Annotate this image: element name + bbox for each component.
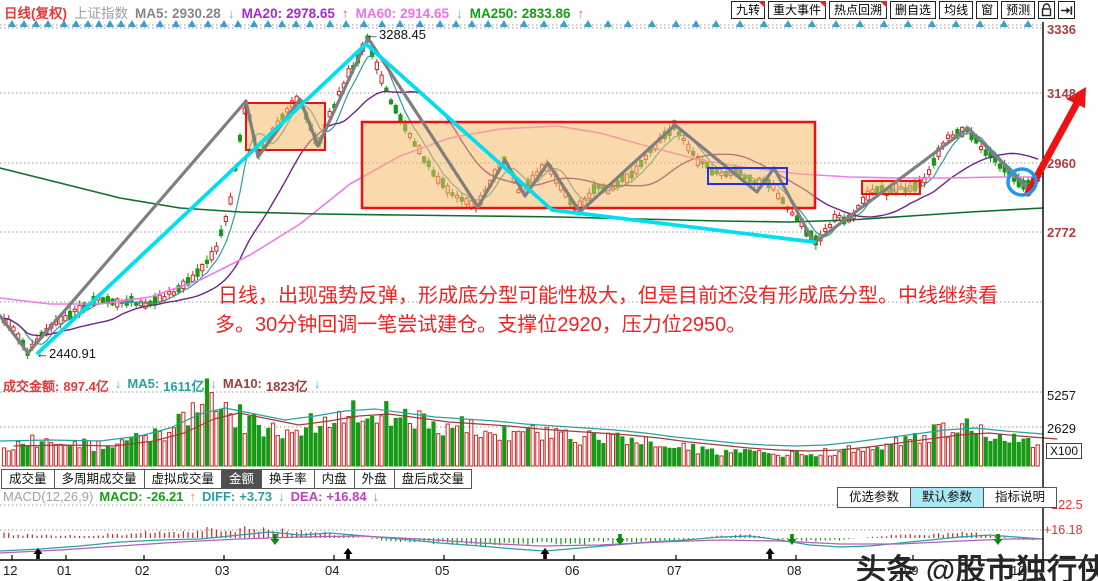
turnover-value: 成交金额: 897.4亿: [3, 379, 109, 394]
down-arrow-icon: ↓: [278, 489, 285, 504]
volume-axis-label: 5257: [1047, 388, 1076, 403]
x-axis-month-label: 03: [215, 563, 230, 578]
down-arrow-icon: ↓: [372, 489, 380, 504]
x-axis-month-label: 10: [1011, 563, 1026, 578]
x-axis-month-label: 08: [787, 563, 802, 578]
price-axis-label: 3148: [1047, 86, 1076, 101]
tab-inner-volume[interactable]: 内盘: [313, 469, 355, 489]
x-axis-month-label: 02: [135, 563, 150, 578]
tab-volume[interactable]: 成交量: [1, 469, 55, 489]
index-name: 上证指数: [74, 6, 128, 21]
default-params-button[interactable]: 默认参数: [910, 487, 985, 508]
tab-multi-period-volume[interactable]: 多周期成交量: [53, 469, 145, 489]
up-arrow-icon: ↑: [189, 489, 197, 504]
optimal-params-button[interactable]: 优选参数: [837, 487, 912, 508]
down-arrow-icon: ↓: [114, 376, 122, 391]
period-label: 日线(复权): [4, 6, 67, 21]
indicator-tabs: 成交量 多周期成交量 虚拟成交量 金额 换手率 内盘 外盘 盘后成交量: [1, 469, 473, 489]
ma250-value: MA250: 2833.86: [469, 6, 571, 21]
x-axis-month-label: 04: [325, 563, 340, 578]
indicator-help-button[interactable]: 指标说明: [983, 487, 1058, 508]
tab-amount[interactable]: 金额: [221, 469, 263, 489]
macd-params: MACD(12,26,9): [3, 489, 94, 504]
major-events-button[interactable]: 重大事件: [768, 1, 827, 19]
analysis-note-line1: 日线，出现强势反弹，形成底分型可能性极大，但是目前还没有形成底分型。中线继续看: [218, 285, 998, 307]
ma20-value: MA20: 2978.65: [241, 6, 335, 21]
macd-param-buttons: 优选参数 默认参数 指标说明: [837, 487, 1058, 508]
peak-price-label: ←3288.45: [366, 27, 426, 42]
price-axis-label: 2960: [1047, 156, 1076, 171]
ma60-value: MA60: 2914.65: [355, 6, 449, 21]
window-button[interactable]: 窗: [976, 1, 999, 19]
price-axis-label: 2772: [1047, 225, 1076, 240]
tab-outer-volume[interactable]: 外盘: [353, 469, 395, 489]
up-arrow-icon: ↑: [577, 6, 585, 21]
x-axis-month-label: 05: [435, 563, 450, 578]
volume-axis-label: 2629: [1047, 421, 1076, 436]
hotspot-review-button[interactable]: 热点回溯: [829, 1, 888, 19]
x-axis-month-label: 01: [57, 563, 72, 578]
analysis-note-line2: 多。30分钟回调一笔尝试建仓。支撑位2920，压力位2950。: [215, 314, 747, 336]
turnover-ma5: MA5: 1611亿: [127, 376, 205, 394]
trough-price-label: ←2440.91: [36, 346, 96, 361]
forecast-button[interactable]: 预测: [1001, 1, 1036, 19]
unlock-icon[interactable]: [1038, 1, 1056, 19]
watermark: 头条 @股市独行侠: [856, 554, 1098, 581]
tab-turnover-rate[interactable]: 换手率: [261, 469, 315, 489]
tab-virtual-volume[interactable]: 虚拟成交量: [143, 469, 223, 489]
macd-value: MACD: -26.21: [99, 489, 184, 504]
down-arrow-icon: ↓: [313, 376, 321, 391]
remove-watchlist-button[interactable]: 删自选: [890, 1, 937, 19]
diff-value: DIFF: +3.73: [202, 489, 273, 504]
dea-value: DEA: +16.84: [290, 489, 367, 504]
macd-axis-label: +16.18: [1044, 523, 1083, 537]
chart-header: 日线(复权) 上证指数 MA5: 2930.28 ↓ MA20: 2978.65 ↑ M…: [4, 2, 584, 22]
x-axis-month-label: 09: [904, 563, 919, 578]
collapse-panel-icon[interactable]: [1058, 1, 1076, 19]
up-arrow-icon: ↑: [341, 6, 349, 21]
turnover-ma10: MA10: 1823亿: [222, 376, 308, 394]
down-arrow-icon: ↓: [227, 6, 235, 21]
toolbar: 九转 重大事件 热点回溯 删自选 均线 窗 预测: [731, 1, 1076, 19]
tab-after-hours-volume[interactable]: 盘后成交量: [393, 469, 473, 489]
macd-header: MACD(12,26,9) MACD: -26.21 ↑ DIFF: +3.73 ↓ D…: [3, 489, 379, 504]
price-axis-label: 3336: [1047, 22, 1076, 37]
down-arrow-icon: ↓: [210, 376, 217, 391]
volume-header: 成交金额: 897.4亿 ↓ MA5: 1611亿 ↓ MA10: 1823亿 ↓: [3, 376, 320, 395]
down-arrow-icon: ↓: [455, 6, 463, 21]
x-axis-month-label: 07: [667, 563, 682, 578]
volume-unit-label: X100: [1046, 443, 1083, 459]
x-axis-month-label: 12: [3, 563, 18, 578]
nine-turn-button[interactable]: 九转: [731, 1, 766, 19]
ma5-value: MA5: 2930.28: [135, 6, 221, 21]
ma-settings-button[interactable]: 均线: [939, 1, 974, 19]
x-axis-month-label: 06: [565, 563, 580, 578]
